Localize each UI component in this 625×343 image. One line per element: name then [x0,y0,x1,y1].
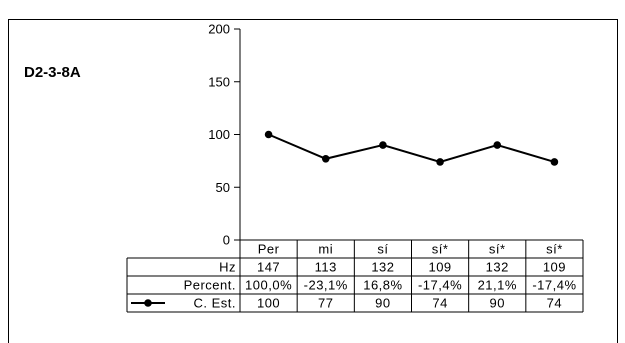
chart-title: D2-3-8A [24,64,81,81]
legend-marker-key [144,299,152,307]
table-cell-value: -23,1% [304,278,348,293]
chart-border [8,19,618,343]
data-point [264,130,273,139]
x-category-label: sí* [489,242,506,257]
y-tick-label: 200 [208,22,230,37]
table-cell-value: 109 [543,260,566,275]
table-cell-value: 16,8% [363,278,402,293]
table-cell-value: 90 [375,296,390,311]
table-cell-value: 100 [257,296,280,311]
series-line-c-est [268,133,555,163]
x-category-label: sí* [432,242,449,257]
data-point [436,158,444,166]
plot-area: 0 50 100 150 200 [208,22,559,248]
table-cell-value: 74 [432,296,447,311]
table-cell-value: -17,4% [418,278,462,293]
table-row-label: Percent. [184,278,236,293]
table-cell-value: 77 [318,296,333,311]
y-tick-label: 100 [208,127,230,142]
x-category-label: Per [258,242,280,257]
y-tick-label: 0 [223,233,230,248]
data-point [550,158,559,166]
x-category-label: sí [377,242,388,257]
table-row-label: C. Est. [193,296,236,311]
x-category-label: mi [318,242,333,257]
data-point [493,141,502,149]
data-point [321,154,330,163]
x-category-label: sí* [546,242,563,257]
data-table: Per mi sí sí* sí* sí* Hz 147 113 132 109 132 109 Perc… [126,239,584,313]
table-cell-value: 21,1% [478,278,517,293]
y-tick-label: 150 [208,74,230,89]
table-row-label: Hz [219,260,236,275]
table-cell-value: -17,4% [532,278,576,293]
table-cell-value: 132 [371,260,394,275]
table-cell-value: 132 [486,260,509,275]
table-cell-value: 90 [490,296,505,311]
table-cell-value: 100,0% [245,278,292,293]
table-cell-value: 113 [315,260,337,275]
table-cell-value: 74 [547,296,562,311]
table-cell-value: 147 [257,260,280,275]
table-cell-value: 109 [428,260,451,275]
data-point [379,141,387,149]
y-tick-label: 50 [216,180,230,195]
